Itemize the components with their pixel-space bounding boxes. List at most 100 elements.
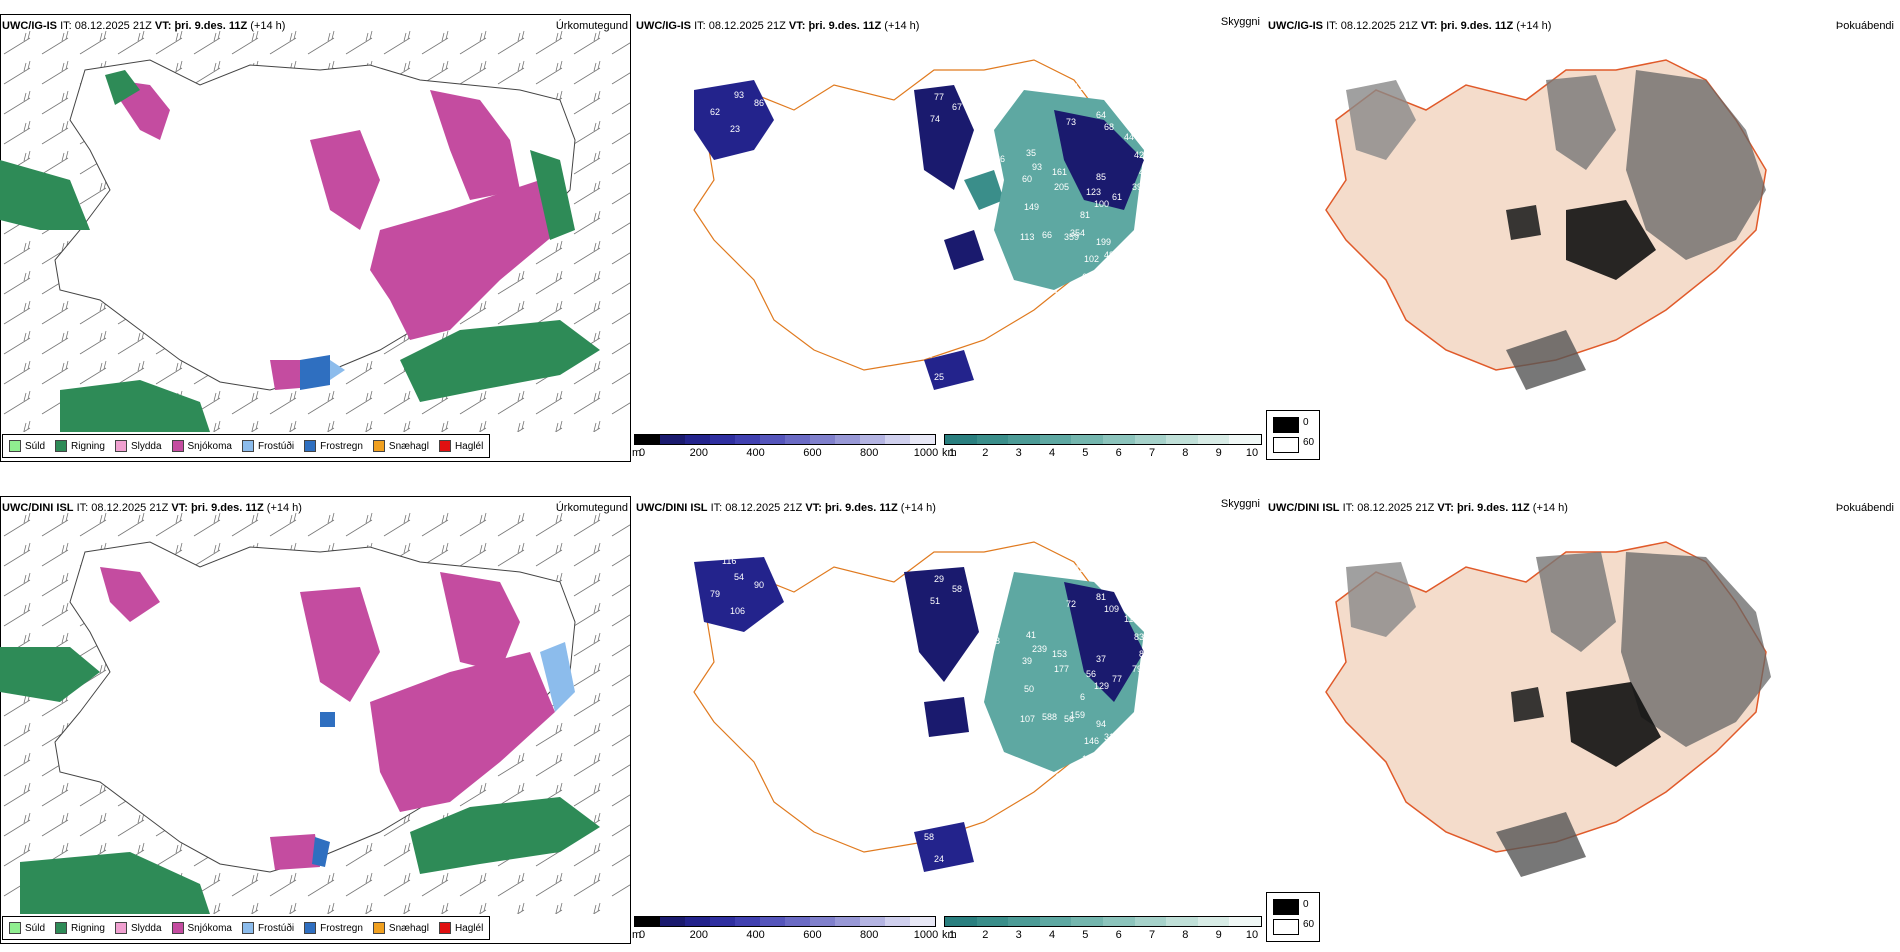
colorbar-tick: 1	[948, 447, 956, 459]
visibility-value: 56	[1064, 714, 1074, 724]
lead-time: (+14 h)	[900, 502, 936, 514]
colorbar-tick: 600	[803, 929, 822, 941]
colorbar-swatch	[1008, 435, 1040, 444]
panel-title: Úrkomutegund	[555, 20, 628, 32]
visibility-value: 42	[1134, 150, 1144, 160]
visibility-value: 119	[1074, 82, 1088, 92]
visibility-value: 71	[986, 120, 996, 130]
visibility-value: 82	[1074, 564, 1084, 574]
colorbar-swatch	[1102, 435, 1135, 444]
visibility-value: 62	[710, 107, 720, 117]
precip-legend: Súld Rigning Slydda Snjókoma Frostúði Fr…	[2, 434, 491, 458]
vt-value: þri. 9.des. 11Z	[824, 502, 898, 514]
fog-low: 0	[1303, 417, 1309, 428]
visibility-value: 56	[1086, 669, 1096, 679]
colorbar-swatch	[1229, 435, 1261, 444]
visibility-value: 79	[710, 589, 720, 599]
visibility-value: 77	[934, 92, 944, 102]
fog-legend: 0 60	[1266, 410, 1320, 460]
colorbar-swatch	[1102, 917, 1135, 926]
vt-label: VT:	[788, 20, 806, 32]
visibility-value: 116	[722, 556, 736, 566]
fog-legend: 0 60	[1266, 892, 1320, 942]
colorbar-swatch	[1166, 917, 1198, 926]
fog-panel: UWC/DINI ISL IT: 08.12.2025 21Z VT: þri.…	[1266, 482, 1900, 952]
colorbar-tick: 4	[1048, 447, 1056, 459]
legend-item: Súld	[9, 922, 45, 934]
visibility-value: 88	[722, 74, 732, 84]
height-colorbar: 0 200 400 600 800 1000 m	[632, 916, 938, 948]
it-label: IT:	[694, 20, 706, 32]
it-label: IT:	[1342, 502, 1355, 514]
vt-label: VT:	[171, 502, 188, 514]
visibility-value: 93	[734, 90, 744, 100]
visibility-value: 59	[1110, 262, 1120, 272]
vt-value: þri. 9.des. 11Z	[808, 20, 882, 32]
km-colorbar: 1 2 3 4 5 6 7 8 9 10 km	[942, 434, 1262, 466]
legend-item: Rigning	[55, 440, 105, 452]
legend-item: Súld	[9, 440, 45, 452]
visibility-value: 61	[1112, 192, 1122, 202]
colorbar-swatch	[710, 917, 735, 926]
visibility-panel: UWC/IG-IS IT: 08.12.2025 21Z VT: þri. 9.…	[632, 0, 1266, 470]
visibility-value: 60	[1022, 174, 1032, 184]
visibility-value: 68	[1104, 122, 1114, 132]
visibility-value: 11	[1082, 754, 1091, 764]
colorbar-swatch	[785, 917, 810, 926]
colorbar-swatch	[735, 435, 760, 444]
colorbar-tick: 200	[689, 929, 708, 941]
precip-legend: Súld Rigning Slydda Snjókoma Frostúði Fr…	[2, 916, 491, 940]
model-name: UWC/IG-IS	[2, 20, 57, 32]
visibility-value: 58	[924, 832, 934, 842]
legend-item: Snjókoma	[171, 922, 232, 934]
colorbar-swatch	[685, 917, 710, 926]
visibility-value: 111	[982, 140, 996, 150]
visibility-value: 46	[964, 84, 974, 94]
visibility-value: 41	[1139, 167, 1149, 177]
visibility-value: 44	[1124, 132, 1134, 142]
colorbar-tick: 10	[1245, 447, 1259, 459]
visibility-value: 67	[1082, 272, 1092, 282]
it-label: IT:	[76, 502, 89, 514]
colorbar-tick: 400	[746, 447, 765, 459]
visibility-value: 25	[934, 372, 944, 382]
height-colorbar-bar	[634, 434, 936, 445]
vt-label: VT:	[1420, 20, 1438, 32]
precip-map	[0, 30, 630, 432]
visibility-value: 64	[1096, 110, 1106, 120]
fog-swatch-white	[1273, 437, 1299, 453]
it-value: 08.12.2025 21Z	[1357, 502, 1435, 514]
colorbar-tick: 5	[1082, 929, 1089, 941]
it-value: 08.12.2025 21Z	[1340, 20, 1418, 32]
colorbar-tick: 2	[982, 447, 989, 459]
fog-areas	[1346, 70, 1766, 390]
colorbar-swatch	[1071, 917, 1103, 926]
visibility-value: 24	[934, 854, 944, 864]
colorbar-swatch	[885, 435, 910, 444]
colorbar-swatch	[785, 435, 810, 444]
colorbar-swatch	[635, 435, 660, 444]
visibility-value: 94	[1096, 719, 1106, 729]
colorbar-swatch	[835, 435, 860, 444]
visibility-value: 35	[1026, 148, 1036, 158]
colorbar-swatch	[885, 917, 910, 926]
panel-header: UWC/DINI ISL IT: 08.12.2025 21Z VT: þri.…	[1268, 502, 1568, 514]
fog-areas	[1346, 552, 1771, 877]
visibility-areas	[694, 80, 1144, 390]
km-colorbar-bar	[944, 434, 1262, 445]
fog-swatch-white	[1273, 919, 1299, 935]
visibility-value: 66	[1042, 230, 1052, 240]
colorbar-swatch	[1008, 917, 1040, 926]
visibility-value: 23	[730, 124, 740, 134]
colorbar-swatch	[945, 435, 977, 444]
colorbar-tick: 200	[689, 447, 708, 459]
km-colorbar-ticks: 1 2 3 4 5 6 7 8 9 10	[944, 447, 1262, 461]
visibility-value: 48	[1104, 250, 1114, 260]
visibility-value: 126	[990, 154, 1005, 164]
lead-time: (+14 h)	[266, 502, 302, 514]
panel-header: UWC/DINI ISL IT: 08.12.2025 21Z VT: þri.…	[2, 502, 302, 514]
colorbar-swatch	[810, 917, 835, 926]
visibility-value: 58	[952, 584, 962, 594]
fog-low: 0	[1303, 899, 1309, 910]
